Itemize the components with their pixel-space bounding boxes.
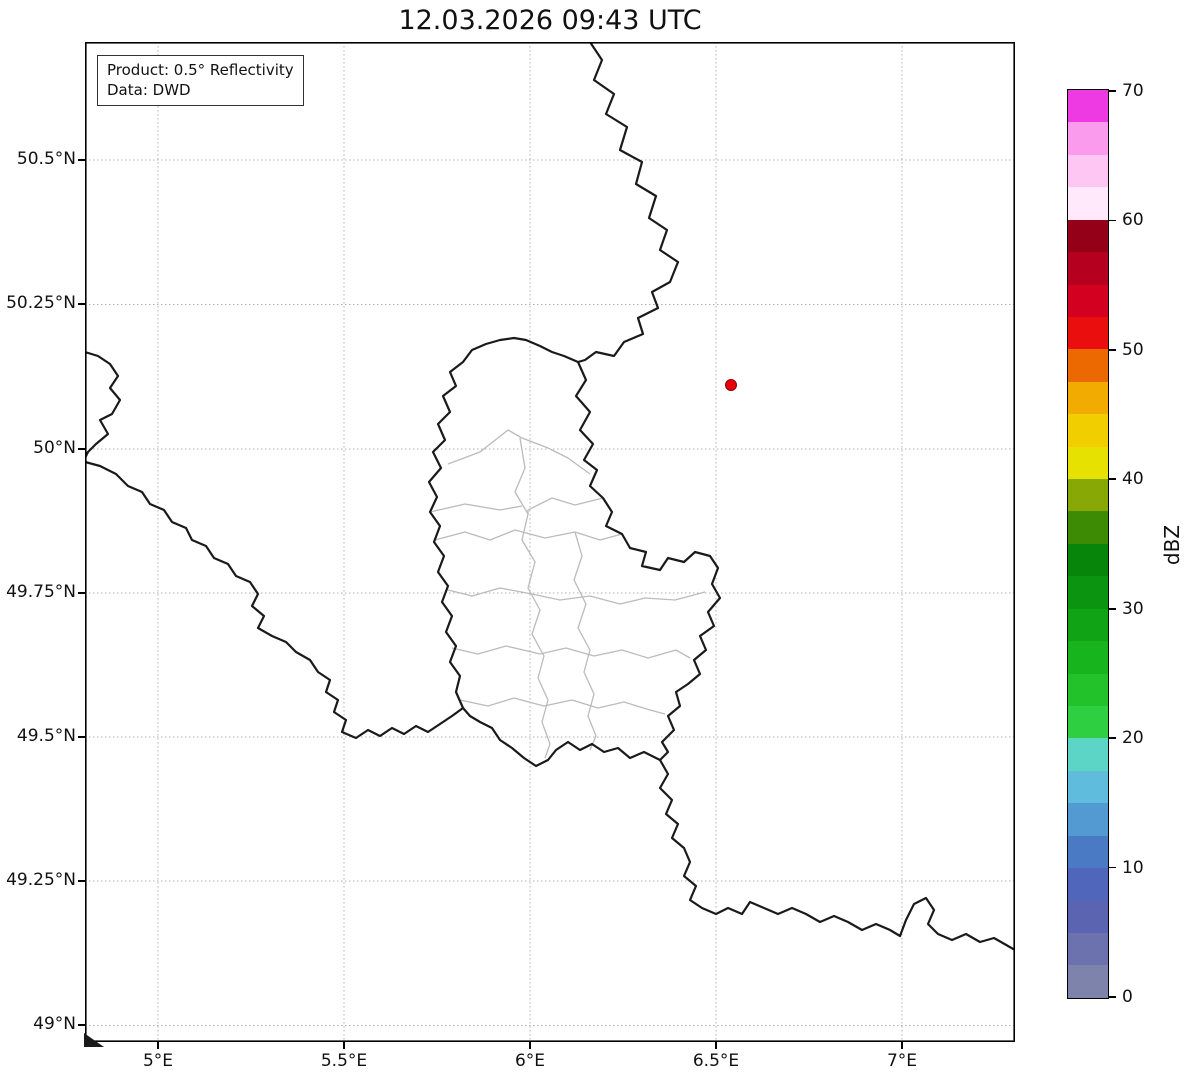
colorbar-segment (1068, 576, 1108, 609)
district-border (573, 531, 597, 751)
x-axis-tick (715, 1042, 717, 1049)
x-tick-label: 7°E (886, 1051, 918, 1071)
info-box-product: Product: 0.5° Reflectivity (107, 61, 294, 79)
x-tick-label: 5.5°E (320, 1051, 368, 1071)
y-tick-label: 49.25°N (6, 870, 76, 890)
colorbar-segment (1068, 738, 1108, 771)
x-tick-label: 5°E (142, 1051, 174, 1071)
border-belgium-germany (576, 42, 680, 364)
y-axis-tick (78, 1024, 85, 1026)
colorbar-tick-label: 30 (1122, 598, 1144, 619)
colorbar (1067, 89, 1109, 999)
colorbar-segment (1068, 284, 1108, 317)
colorbar-segment (1068, 543, 1108, 577)
district-border (434, 529, 623, 541)
district-border (447, 429, 591, 475)
colorbar-tick (1109, 90, 1116, 92)
colorbar-tick (1109, 996, 1116, 998)
district-border (429, 503, 523, 513)
x-tick-label: 6°E (514, 1051, 546, 1071)
y-tick-label: 50.25°N (6, 293, 76, 313)
colorbar-tick-label: 40 (1122, 469, 1144, 490)
colorbar-tick-label: 10 (1122, 857, 1144, 878)
colorbar-tick (1109, 478, 1116, 481)
colorbar-segment (1068, 511, 1108, 544)
district-border (527, 497, 604, 514)
district-border (514, 437, 551, 759)
colorbar-segment (1068, 122, 1108, 155)
colorbar-tick-label: 60 (1122, 210, 1144, 231)
border-france-belgium (85, 350, 465, 740)
colorbar-segment (1068, 252, 1108, 285)
y-axis-tick (78, 303, 85, 305)
radar-site-marker (725, 379, 737, 391)
colorbar-segment (1068, 414, 1108, 447)
district-borders (429, 429, 706, 759)
y-axis-tick (78, 159, 85, 161)
y-axis-tick (78, 592, 85, 594)
colorbar-segment (1068, 835, 1108, 869)
x-axis-tick (157, 1042, 159, 1049)
y-axis-tick (78, 448, 85, 450)
colorbar-segment (1068, 219, 1108, 253)
y-axis-tick (78, 736, 85, 738)
colorbar-tick-label: 70 (1122, 81, 1144, 101)
info-box-data-source: Data: DWD (107, 81, 191, 100)
colorbar-segment (1068, 479, 1108, 512)
x-tick-label: 6.5°E (692, 1051, 740, 1071)
page-title: 12.03.2026 09:43 UTC (398, 5, 702, 36)
colorbar-tick (1109, 737, 1116, 739)
border-luxembourg (427, 336, 722, 768)
border-france-germany (658, 758, 1015, 952)
colorbar-segment (1068, 446, 1108, 480)
colorbar-segment (1068, 965, 1108, 998)
plot-border (85, 42, 1015, 1042)
colorbar-segment (1068, 803, 1108, 836)
x-axis-tick (343, 1042, 345, 1049)
colorbar-segment (1068, 706, 1108, 739)
info-box: Product: 0.5° Reflectivity Data: DWD (97, 55, 304, 106)
colorbar-segment (1068, 641, 1108, 674)
colorbar-segment (1068, 316, 1108, 350)
y-tick-label: 49.5°N (16, 726, 76, 746)
colorbar-segment (1068, 770, 1108, 804)
x-axis-tick (529, 1042, 531, 1049)
x-axis-tick (901, 1042, 903, 1049)
colorbar-tick (1109, 219, 1116, 222)
y-tick-label: 50.5°N (16, 149, 76, 169)
colorbar-segment (1068, 868, 1108, 901)
map-plot (85, 42, 1015, 1042)
y-tick-label: 49°N (33, 1014, 76, 1034)
colorbar-segment (1068, 381, 1108, 415)
colorbar-tick-label: 20 (1122, 728, 1144, 749)
colorbar-segment (1068, 673, 1108, 707)
y-tick-label: 50°N (33, 438, 76, 458)
colorbar-segment (1068, 608, 1108, 642)
colorbar-tick (1109, 349, 1116, 351)
colorbar-segment (1068, 900, 1108, 933)
y-tick-label: 49.75°N (6, 582, 76, 602)
colorbar-segment (1068, 349, 1108, 382)
corner-artifact (84, 1033, 104, 1047)
colorbar-segment (1068, 187, 1108, 220)
colorbar-tick (1109, 866, 1116, 869)
gridlines (85, 42, 1015, 1042)
colorbar-tick (1109, 607, 1116, 610)
colorbar-segment (1068, 90, 1108, 123)
colorbar-segment (1068, 932, 1108, 966)
colorbar-segment (1068, 154, 1108, 188)
colorbar-tick-label: 50 (1122, 339, 1144, 360)
district-border (459, 697, 666, 715)
colorbar-label: dBZ (1160, 524, 1184, 566)
y-axis-tick (78, 880, 85, 882)
country-borders (85, 42, 1015, 952)
colorbar-tick-label: 0 (1122, 987, 1133, 1007)
district-border (447, 587, 706, 605)
district-border (451, 645, 691, 659)
